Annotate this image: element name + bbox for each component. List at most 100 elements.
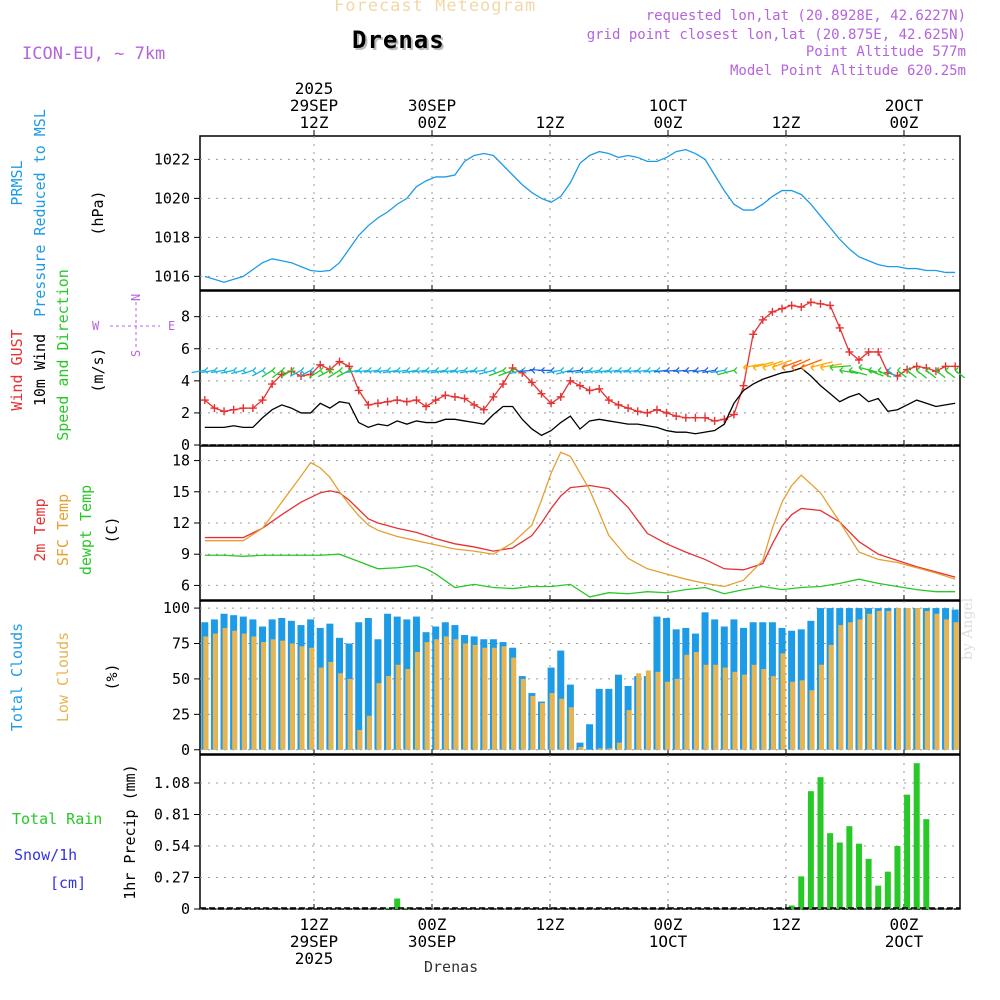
label-sfc-temp: SFC Temp [54,494,72,566]
wind-barb [210,369,225,374]
wind-barb-head [598,366,603,371]
bottom-time-label: 2OCT [885,932,924,951]
wind-barb [633,369,648,373]
bar-low-clouds [809,690,815,750]
y-tick-label: 100 [163,599,190,617]
bottom-time-label: 00Z [890,915,919,934]
y-tick-label: 1020 [154,189,190,207]
wind-barb [488,369,504,377]
wind-barb-head [820,366,824,371]
compass-north: N [129,294,143,301]
y-tick-label: 8 [181,308,190,326]
wind-barb-head [810,366,815,371]
bar-low-clouds [770,676,776,750]
wind-barb-head [675,366,680,371]
wind-barb [363,369,379,373]
bar-low-clouds [597,748,603,750]
label-dewpt-temp: dewpt Temp [77,485,95,575]
label-ms: (m/s) [89,347,107,392]
wind-barb [220,369,234,374]
bottom-time-label: 00Z [654,915,683,934]
compass-east: E [168,319,175,333]
bar-low-clouds [424,642,430,750]
bar-low-clouds [309,647,315,750]
y-tick-label: 1.08 [154,774,190,792]
wind-barb-head [339,369,343,374]
bar-low-clouds [915,608,921,750]
bottom-time-label: 29SEP [290,932,338,951]
wind-barb-head [800,363,805,368]
bar-total-rain [846,826,853,909]
wind-barb-head [329,366,334,371]
bar-low-clouds [434,639,440,750]
wind-barb [868,369,884,377]
bar-low-clouds [232,630,238,750]
bar-low-clouds [491,647,497,750]
wind-barb-head [771,366,776,371]
y-tick-label: 18 [172,452,190,470]
wind-barb-head [281,369,286,374]
wind-barb [877,369,892,378]
wind-barb-head [521,366,526,371]
grid-point-coords: grid point closest lon,lat (20.875E, 42.… [586,27,966,43]
bar-low-clouds [501,646,507,750]
signature: by Angel [960,597,976,660]
bar-total-rain [894,846,901,909]
wind-barb-head [358,366,363,371]
bar-total-rain [884,871,891,909]
wind-barb [289,369,302,377]
wind-barb-head [233,366,238,371]
wind-barb [566,369,581,373]
bottom-time-label: 00Z [418,915,447,934]
wind-barb [575,369,590,374]
wind-barb-head [406,366,411,371]
bar-low-clouds [559,698,565,750]
bar-total-rain [807,791,814,909]
wind-barb-head [743,366,747,371]
wind-barb [449,369,465,373]
top-time-label: 30SEP [408,96,456,115]
y-tick-label: 0.27 [154,869,190,887]
label-hpa: (hPa) [89,190,107,235]
bottom-time-label: 1OCT [649,932,688,951]
label-low-clouds: Low Clouds [54,632,72,722]
wind-barb-head [839,369,844,374]
bar-low-clouds [453,639,459,750]
label-percent: (%) [103,663,121,690]
bar-low-clouds [924,610,930,750]
bar-low-clouds [722,667,728,750]
wind-barb [191,369,205,374]
wind-barb-head [492,366,497,371]
bar-low-clouds [222,627,228,750]
line-10m-wind [204,367,956,437]
model-altitude: Model Point Altitude 620.25m [729,63,966,79]
bar-total-rain [855,843,862,909]
wind-barb-head [502,366,507,371]
top-time-label: 00Z [418,113,447,132]
wind-barb-head [300,366,305,371]
wind-barb [830,365,852,369]
y-tick-label: 1018 [154,228,190,246]
line-sfc-temp [204,451,956,588]
top-time-label: 00Z [890,113,919,132]
wind-barb-head [704,366,709,371]
wind-barb-head [464,366,469,371]
wind-barb [231,369,244,375]
bar-low-clouds [511,657,517,750]
wind-barb-head [877,366,882,371]
bar-low-clouds [905,608,911,750]
wind-barb [762,360,783,369]
wind-barb-head [387,366,392,371]
bar-total-clouds [595,688,603,750]
label-celsius: (C) [103,516,121,543]
wind-barb-head [252,366,257,371]
wind-barb-head [396,366,401,371]
bar-low-clouds [203,636,209,750]
bar-low-clouds [347,678,353,750]
wind-barb [469,369,484,373]
wind-barb [430,369,446,374]
wind-barb-head [579,366,584,371]
top-time-label: 12Z [536,113,565,132]
bar-low-clouds [280,640,286,750]
wind-barb-head [954,366,959,371]
